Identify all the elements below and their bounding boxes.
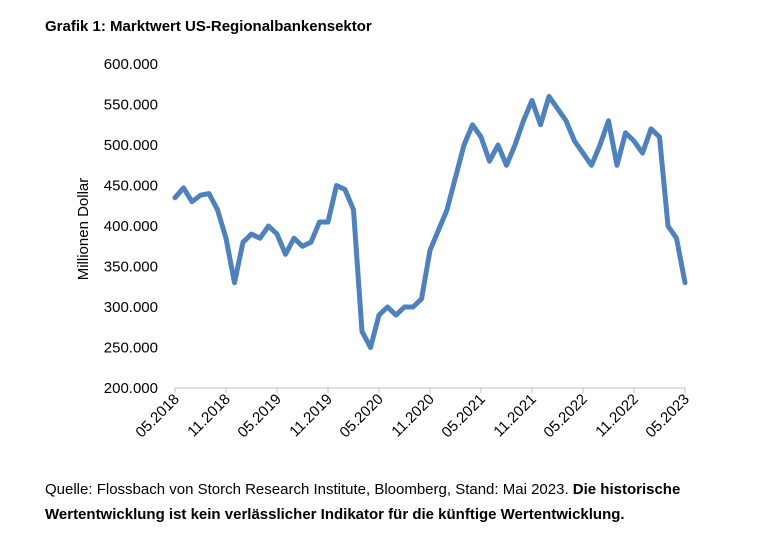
disclaimer-text: Die historische Wertentwicklung ist kein… — [45, 481, 681, 523]
y-tick-label: 200.000 — [104, 380, 158, 397]
y-tick-label: 600.000 — [104, 56, 158, 73]
chart-title: Grafik 1: Marktwert US-Regionalbankensek… — [45, 18, 372, 35]
x-tick-label: 05.2021 — [438, 391, 488, 441]
y-tick-label: 400.000 — [104, 218, 158, 235]
series-line — [172, 93, 688, 350]
x-tick-label: 05.2023 — [642, 391, 692, 441]
x-tick-label: 05.2019 — [234, 391, 284, 441]
source-text: Quelle: Flossbach von Storch Research In… — [45, 481, 569, 498]
x-tick-label: 05.2018 — [132, 391, 182, 441]
x-axis-ticks: 05.2018 11.2018 05.2019 11.2019 05.2020 11.20… — [132, 388, 693, 441]
x-tick-label: 05.2022 — [540, 391, 590, 441]
y-tick-label: 250.000 — [104, 340, 158, 357]
x-tick-label: 11.2022 — [592, 391, 642, 441]
x-tick-label: 05.2020 — [336, 391, 386, 441]
x-tick-label: 11.2021 — [490, 391, 540, 441]
y-tick-label: 450.000 — [104, 178, 158, 195]
y-tick-label: 350.000 — [104, 259, 158, 276]
y-tick-label: 300.000 — [104, 299, 158, 316]
y-axis-label: Millionen Dollar — [75, 178, 92, 281]
y-axis-ticks: 200.000 250.000 300.000 350.000 400.000 450.0… — [104, 56, 158, 397]
y-tick-label: 550.000 — [104, 97, 158, 114]
x-tick-label: 11.2019 — [286, 391, 336, 441]
x-tick-label: 11.2020 — [388, 391, 438, 441]
line-chart: Millionen Dollar 200.000 250.000 300.000 35… — [75, 56, 693, 441]
source-note: Quelle: Flossbach von Storch Research In… — [45, 477, 745, 527]
x-tick-label: 11.2018 — [184, 391, 234, 441]
y-tick-label: 500.000 — [104, 137, 158, 154]
